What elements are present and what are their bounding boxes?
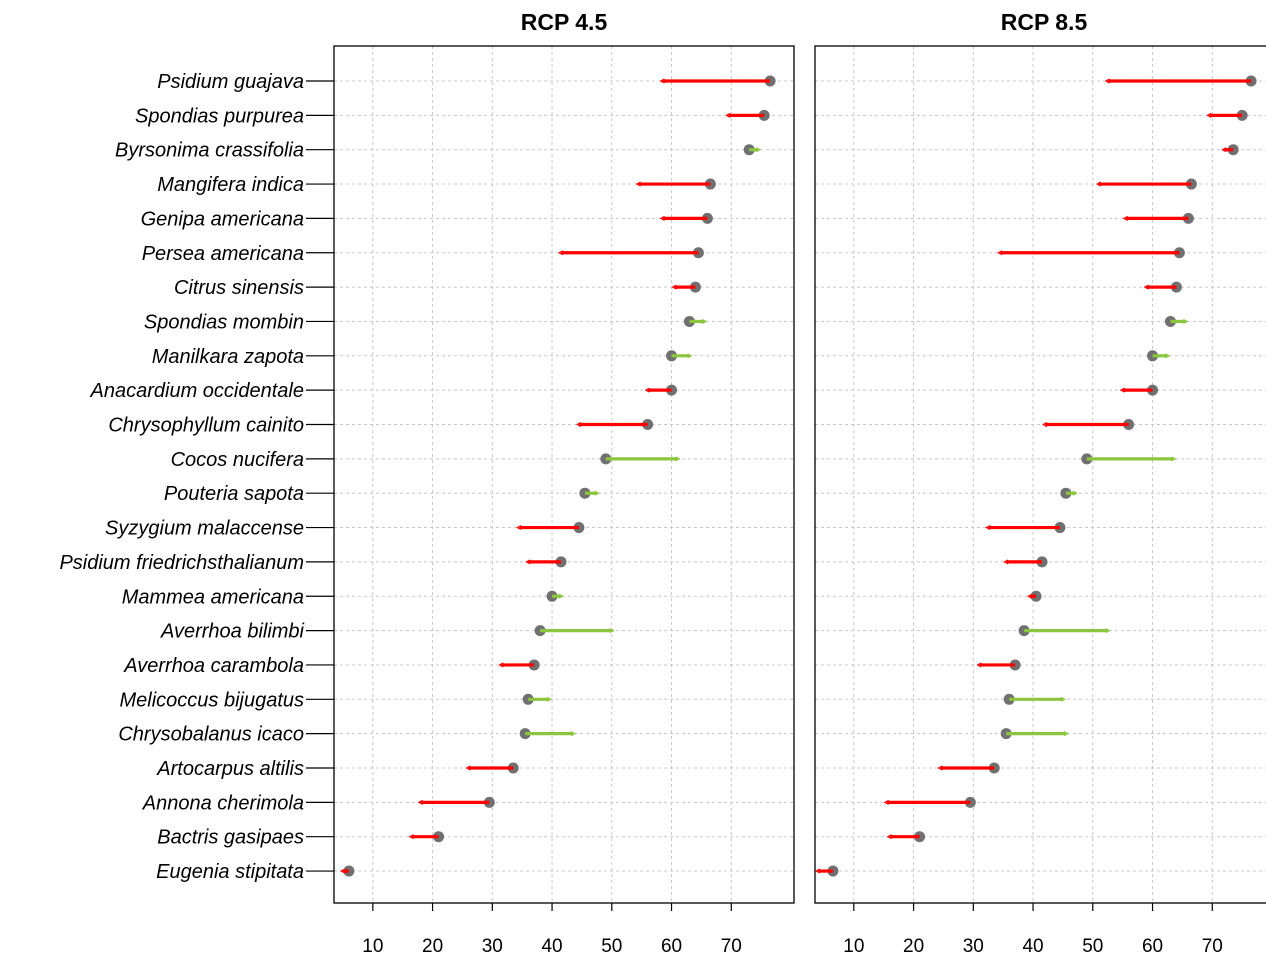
x-tick-label: 10 [843, 936, 864, 957]
species-labels: Psidium guajava Spondias purpurea Byrsonim… [59, 71, 334, 883]
species-label: Bactris gasipaes [157, 827, 304, 849]
x-tick-label: 50 [1082, 936, 1103, 957]
species-label: Melicoccus bijugatus [119, 689, 304, 711]
species-label: Psidium friedrichsthalianum [59, 552, 304, 574]
x-tick-label: 10 [362, 936, 383, 957]
x-tick-label: 40 [541, 936, 562, 957]
species-label: Genipa americana [141, 208, 304, 230]
species-label: Manilkara zapota [152, 346, 304, 368]
x-tick-label: 50 [601, 936, 622, 957]
x-tick-label: 70 [1202, 936, 1223, 957]
species-label: Annona cherimola [142, 792, 304, 814]
species-label: Anacardium occidentale [90, 380, 304, 402]
x-tick-label: 30 [963, 936, 984, 957]
species-label: Averrhoa carambola [123, 655, 304, 677]
panel-rcp85: RCP 8.5 10 20 30 40 50 60 70 [814, 9, 1266, 957]
species-label: Eugenia stipitata [156, 861, 304, 883]
species-label: Chrysophyllum cainito [108, 415, 304, 437]
panel-rcp45: RCP 4.5 10 20 30 40 50 60 70 [333, 9, 795, 957]
panel-title: RCP 8.5 [1001, 9, 1088, 35]
species-label: Persea americana [142, 243, 304, 265]
species-label: Byrsonima crassifolia [115, 140, 304, 162]
species-label: Chrysobalanus icaco [118, 724, 304, 746]
x-tick-label: 20 [422, 936, 443, 957]
x-tick-label: 40 [1022, 936, 1043, 957]
x-tick-label: 20 [903, 936, 924, 957]
species-label: Spondias mombin [144, 311, 304, 333]
plot-frame [814, 45, 1266, 904]
x-tick-label: 60 [661, 936, 682, 957]
species-label: Mammea americana [122, 586, 304, 608]
x-tick-label: 30 [482, 936, 503, 957]
species-label: Artocarpus altilis [156, 758, 304, 780]
species-label: Psidium guajava [157, 71, 304, 93]
species-label: Pouteria sapota [164, 483, 304, 505]
plot-frame [333, 45, 795, 904]
panel-title: RCP 4.5 [521, 9, 608, 35]
species-label: Averrhoa bilimbi [160, 621, 305, 643]
species-label: Cocos nucifera [171, 449, 304, 471]
species-label: Citrus sinensis [174, 277, 304, 299]
species-label: Syzygium malaccense [105, 518, 304, 540]
species-label: Spondias purpurea [135, 105, 304, 127]
x-tick-label: 60 [1142, 936, 1163, 957]
species-label: Mangifera indica [157, 174, 304, 196]
x-tick-label: 70 [721, 936, 742, 957]
